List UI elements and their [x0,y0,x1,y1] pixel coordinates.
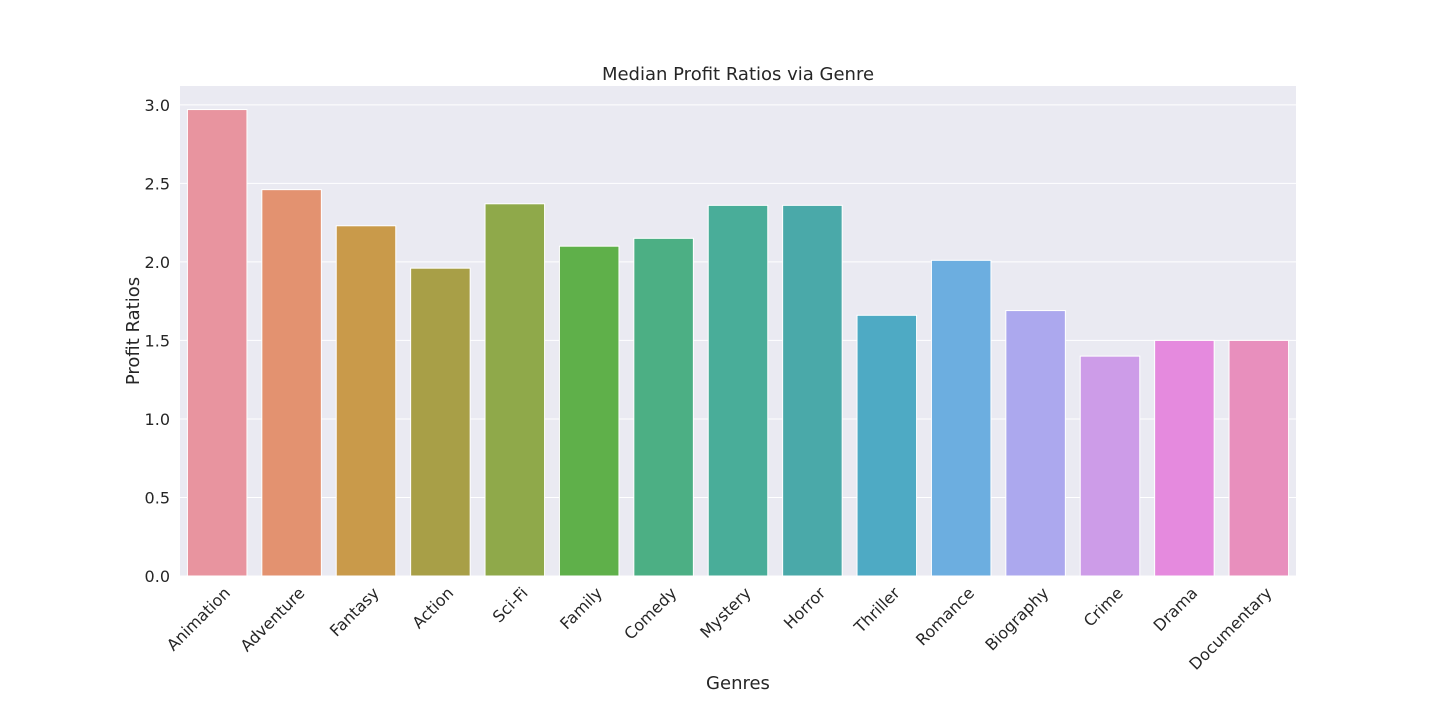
bars [186,109,1290,577]
bar-horror [782,204,843,577]
x-tick-label: Comedy [620,583,680,643]
y-tick-label: 2.5 [145,174,170,193]
y-tick-label: 1.0 [145,410,170,429]
y-tick-label: 1.5 [145,331,170,350]
x-tick-label: Family [556,583,606,633]
chart-title: Median Profit Ratios via Genre [602,64,874,85]
x-tick-label: Horror [780,583,830,633]
bar-romance [930,259,992,577]
bar-action [410,267,471,577]
x-tick-label: Fantasy [326,583,383,640]
x-tick-label: Romance [912,583,978,649]
bar-drama [1154,339,1215,577]
bar-crime [1079,355,1141,577]
x-axis: Animation Adventure Fantasy Action Sci-Fi Fam… [163,583,1276,674]
bar-documentary [1228,339,1290,577]
x-tick-label: Biography [981,583,1052,654]
bar-animation [186,109,248,577]
y-tick-label: 0.0 [145,567,170,586]
bar-thriller [856,314,918,577]
y-tick-label: 0.5 [145,488,170,507]
x-tick-label: Sci-Fi [489,583,532,626]
y-tick-label: 3.0 [145,96,170,115]
bar-family [558,245,620,577]
y-tick-label: 2.0 [145,253,170,272]
x-tick-label: Drama [1150,583,1202,635]
bar-comedy [633,237,694,577]
bar-adventure [261,189,322,577]
bar-fantasy [335,225,397,577]
y-axis: 0.0 0.5 1.0 1.5 2.0 2.5 3.0 [145,96,170,586]
y-axis-label: Profit Ratios [123,277,144,385]
x-tick-label: Action [408,583,457,632]
x-tick-label: Thriller [850,583,904,637]
bar-mystery [707,204,769,577]
x-tick-label: Adventure [236,583,308,655]
bar-biography [1005,310,1066,577]
x-tick-label: Mystery [696,583,755,642]
x-tick-label: Crime [1080,583,1127,630]
bar-sci-fi [484,203,546,577]
x-axis-label: Genres [706,673,770,694]
x-tick-label: Animation [163,583,234,654]
